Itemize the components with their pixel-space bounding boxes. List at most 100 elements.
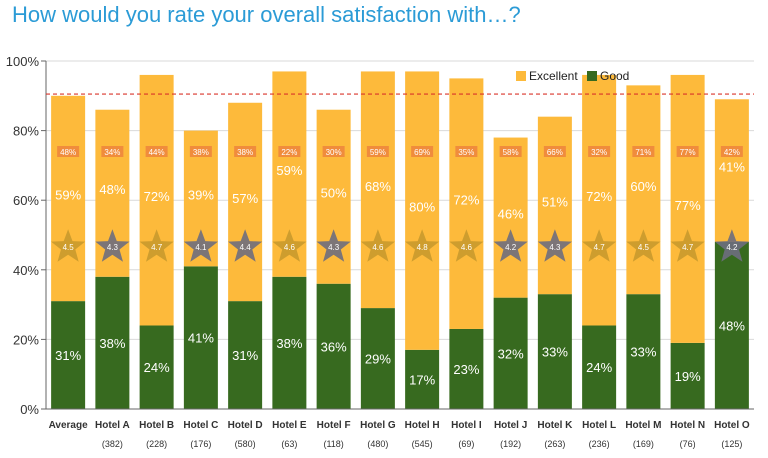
excellent-value-label: 59% xyxy=(276,163,302,178)
overlay: 31% 59% 48% 4.5 38% 48% 34% 4.3 24% 72% 44% 4.7 41% 3… xyxy=(46,93,754,387)
good-value-label: 38% xyxy=(99,336,125,351)
box-label-bg xyxy=(366,146,389,157)
x-tick-label: Hotel J xyxy=(494,420,527,431)
good-value-label: 33% xyxy=(542,345,568,360)
box-label: 38% xyxy=(193,148,209,157)
excellent-value-label: 77% xyxy=(675,198,701,213)
x-tick-label: Hotel M xyxy=(625,420,661,431)
star-icon xyxy=(449,229,484,262)
box-label: 35% xyxy=(458,148,474,157)
sample-size-label: (125) xyxy=(721,439,742,449)
star-score: 4.5 xyxy=(63,243,75,252)
star-score: 4.7 xyxy=(682,243,694,252)
sample-size-label: (236) xyxy=(589,439,610,449)
legend: Excellent Good xyxy=(516,69,629,83)
box-label: 71% xyxy=(635,148,651,157)
y-tick-label: 20% xyxy=(13,332,39,347)
star-icon xyxy=(670,229,705,262)
star-icon xyxy=(405,229,440,262)
good-value-label: 38% xyxy=(276,336,302,351)
excellent-value-label: 72% xyxy=(144,189,170,204)
good-value-label: 19% xyxy=(675,369,701,384)
star-score: 4.3 xyxy=(328,243,340,252)
star-icon xyxy=(493,229,528,262)
y-tick-label: 40% xyxy=(13,263,39,278)
y-tick-label: 60% xyxy=(13,193,39,208)
bar-good xyxy=(95,276,130,409)
good-value-label: 33% xyxy=(630,345,656,360)
star-icon xyxy=(139,229,174,262)
box-label-bg xyxy=(676,146,699,157)
x-tick-label: Hotel B xyxy=(139,420,174,431)
bar-excellent xyxy=(360,71,395,309)
sample-size-label: (480) xyxy=(367,439,388,449)
bar-good xyxy=(228,301,263,409)
sample-size-label: (176) xyxy=(190,439,211,449)
x-tick-label: Hotel N xyxy=(670,420,705,431)
bar-good xyxy=(405,349,440,409)
box-label-bg xyxy=(189,146,212,157)
star-score: 4.2 xyxy=(505,243,517,252)
x-axis: Average Hotel A (382) Hotel B (228) Hotel C (1… xyxy=(46,408,754,449)
bar-excellent xyxy=(316,109,351,284)
box-label: 44% xyxy=(149,148,165,157)
bar-good xyxy=(360,308,395,409)
sample-size-label: (228) xyxy=(146,439,167,449)
bar-good xyxy=(670,342,705,409)
sample-size-label: (118) xyxy=(323,439,343,449)
sample-size-label: (169) xyxy=(633,439,654,449)
bar-good xyxy=(183,266,218,409)
legend-swatch-good xyxy=(587,71,597,81)
sample-size-label: (63) xyxy=(281,439,297,449)
excellent-value-label: 41% xyxy=(719,160,745,175)
good-value-label: 32% xyxy=(498,346,524,361)
bar-good xyxy=(449,328,484,409)
excellent-value-label: 80% xyxy=(409,200,435,215)
y-tick-label: 80% xyxy=(13,124,39,139)
star-icon xyxy=(272,229,307,262)
star-icon xyxy=(714,229,749,262)
star-score: 4.1 xyxy=(195,243,207,252)
good-value-label: 48% xyxy=(719,318,745,333)
star-score: 4.4 xyxy=(240,243,252,252)
box-label-bg xyxy=(499,146,522,157)
star-score: 4.2 xyxy=(726,243,738,252)
bar-excellent xyxy=(51,95,86,302)
star-icon xyxy=(537,229,572,262)
box-label: 59% xyxy=(370,148,386,157)
bar-good xyxy=(582,325,617,409)
box-label-bg xyxy=(322,146,345,157)
excellent-value-label: 46% xyxy=(498,207,524,222)
bar-good xyxy=(316,283,351,409)
good-value-label: 24% xyxy=(586,360,612,375)
box-label: 66% xyxy=(547,148,563,157)
y-tick-label: 100% xyxy=(6,54,40,69)
bar-excellent xyxy=(493,137,528,298)
good-value-label: 31% xyxy=(232,348,258,363)
star-score: 4.6 xyxy=(372,243,384,252)
excellent-value-label: 48% xyxy=(99,182,125,197)
good-value-label: 41% xyxy=(188,331,214,346)
bar-excellent xyxy=(714,99,749,242)
x-tick-label: Hotel I xyxy=(451,420,482,431)
excellent-value-label: 72% xyxy=(586,189,612,204)
star-icon xyxy=(228,229,263,262)
good-value-label: 36% xyxy=(321,339,347,354)
bar-good xyxy=(493,297,528,409)
sample-size-label: (263) xyxy=(544,439,565,449)
star-score: 4.8 xyxy=(417,243,429,252)
sample-size-label: (76) xyxy=(680,439,696,449)
x-tick-label: Hotel C xyxy=(183,420,218,431)
bar-good xyxy=(272,276,307,409)
box-label: 38% xyxy=(237,148,253,157)
good-value-label: 24% xyxy=(144,360,170,375)
excellent-value-label: 68% xyxy=(365,179,391,194)
box-label: 32% xyxy=(591,148,607,157)
excellent-value-label: 39% xyxy=(188,187,214,202)
bar-excellent xyxy=(582,74,617,326)
star-icon xyxy=(95,229,130,262)
y-tick-label: 0% xyxy=(20,402,39,417)
box-label: 58% xyxy=(503,148,519,157)
good-value-label: 23% xyxy=(453,362,479,377)
